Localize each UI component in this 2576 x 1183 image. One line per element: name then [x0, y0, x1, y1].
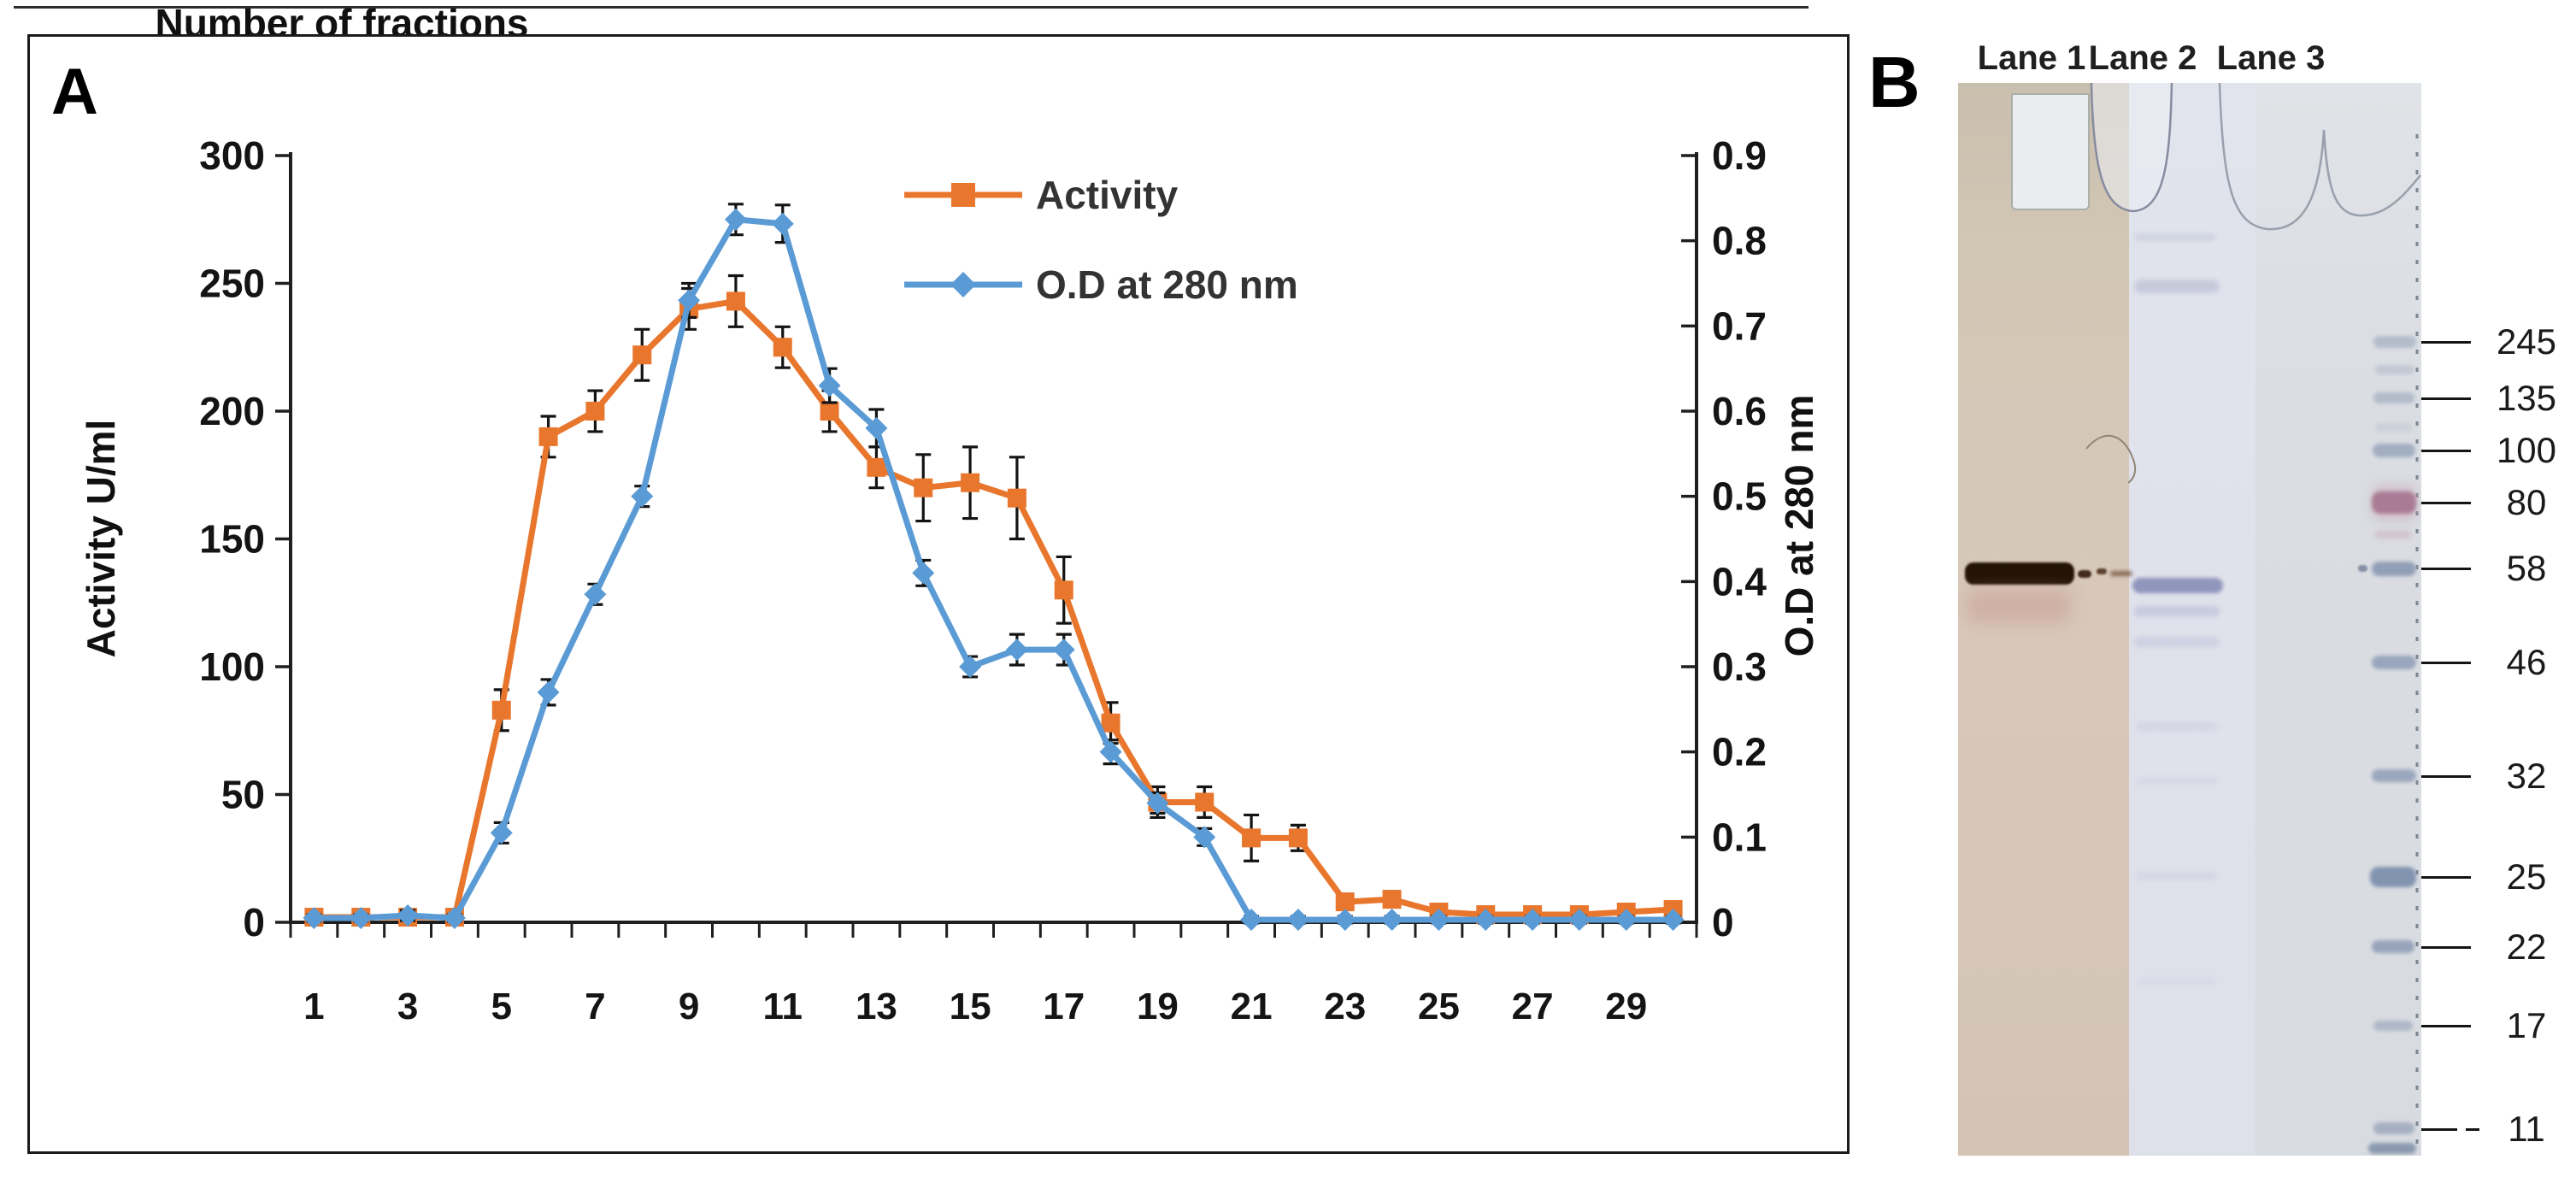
gel-lane2-well-outline [2090, 83, 2173, 213]
gel-lane2-column [2129, 83, 2255, 1156]
gel-band-ladder-100 [2373, 444, 2415, 457]
gel-band-lane2-sub-band [2134, 606, 2220, 616]
gel-band-ladder-32 [2372, 769, 2416, 782]
gel-band-ladder-25 [2370, 867, 2416, 887]
figure-top-rule [14, 6, 1808, 9]
gel-band-lane2-faint-band [2136, 871, 2218, 881]
mw-tick-dash-11 [2466, 1128, 2479, 1131]
panel-a-border [27, 34, 1850, 1154]
gel-band-ladder-22 [2372, 940, 2414, 953]
gel-image [1958, 83, 2421, 1156]
gel-band-ladder-245 [2373, 336, 2416, 348]
gel-band-lane1-58kda-spot [2078, 570, 2091, 578]
gel-band-ladder-80 [2372, 491, 2416, 514]
gel-band-lane2-faint-band [2138, 977, 2216, 986]
gel-band-lane2-faint-band [2136, 722, 2218, 731]
gel-band-ladder-58-dot [2358, 565, 2367, 572]
gel-band-ladder-17 [2373, 1021, 2413, 1031]
mw-label-17: 17 [2506, 1005, 2547, 1045]
gel-band-lane2-58kda-main [2132, 578, 2223, 593]
mw-label-135: 135 [2496, 378, 2557, 418]
gel-band-lane2-faint-band [2136, 777, 2218, 786]
left-y-axis-title: Activity U/ml [79, 419, 123, 658]
gel-band-lane1-58kda-smear [2110, 571, 2132, 576]
gel-band-ladder-extra [2375, 423, 2413, 432]
mw-tick-25 [2421, 876, 2471, 879]
mw-tick-80 [2421, 502, 2471, 504]
gel-band-lane1-58kda-main [1965, 562, 2074, 585]
mw-tick-245 [2421, 341, 2471, 344]
gel-band-ladder-extra [2375, 365, 2414, 374]
mw-tick-22 [2421, 946, 2471, 949]
mw-label-80: 80 [2506, 482, 2547, 522]
gel-band-lane1-58kda-spot [2097, 568, 2107, 574]
gel-lane1-curl-artifact [2085, 434, 2137, 484]
gel-band-ladder-dye-front [2368, 1143, 2416, 1154]
mw-label-100: 100 [2496, 430, 2557, 470]
mw-label-11: 11 [2508, 1109, 2545, 1149]
mw-label-22: 22 [2506, 927, 2547, 967]
gel-band-lane2-top-band [2134, 280, 2220, 293]
legend-label-activity: Activity [1036, 173, 1179, 217]
mw-tick-100 [2421, 450, 2471, 452]
gel-band-ladder-11 [2373, 1122, 2414, 1134]
mw-label-25: 25 [2506, 856, 2547, 897]
gel-lane-label-2: Lane 2 [2088, 39, 2197, 77]
panel-a-label: A [51, 56, 98, 128]
gel-lane3-well-outline [2218, 83, 2421, 231]
gel-band-ladder-46 [2372, 656, 2416, 669]
gel-lane1-well [2011, 93, 2090, 210]
gel-band-ladder-58 [2372, 562, 2416, 576]
mw-label-245: 245 [2496, 321, 2557, 362]
legend-label-od280: O.D at 280 nm [1036, 262, 1298, 307]
mw-tick-17 [2421, 1025, 2471, 1027]
gel-lane-label-1: Lane 1 [1977, 39, 2086, 77]
gel-band-lane2-under-well [2134, 233, 2216, 241]
mw-tick-46 [2421, 662, 2471, 664]
gel-lane-label-3: Lane 3 [2216, 39, 2326, 77]
mw-tick-135 [2421, 397, 2471, 400]
right-y-axis-title: O.D at 280 nm [1777, 394, 1821, 657]
gel-band-ladder-135 [2373, 392, 2414, 403]
gel-lane1-column [1958, 83, 2129, 1156]
gel-band-lane1-pink-smear [1967, 589, 2071, 623]
mw-label-32: 32 [2506, 756, 2547, 796]
panel-b-label: B [1868, 42, 1920, 122]
gel-band-lane2-sub-band [2134, 637, 2220, 647]
gel-lane3-column [2255, 83, 2421, 1156]
mw-label-58: 58 [2506, 548, 2547, 588]
mw-tick-11 [2421, 1128, 2457, 1131]
gel-band-ladder-extra-pink [2374, 531, 2412, 539]
mw-tick-58 [2421, 568, 2471, 570]
gel-artifacts-overlay [2085, 83, 2421, 1156]
mw-tick-32 [2421, 775, 2471, 778]
mw-label-46: 46 [2506, 642, 2547, 682]
